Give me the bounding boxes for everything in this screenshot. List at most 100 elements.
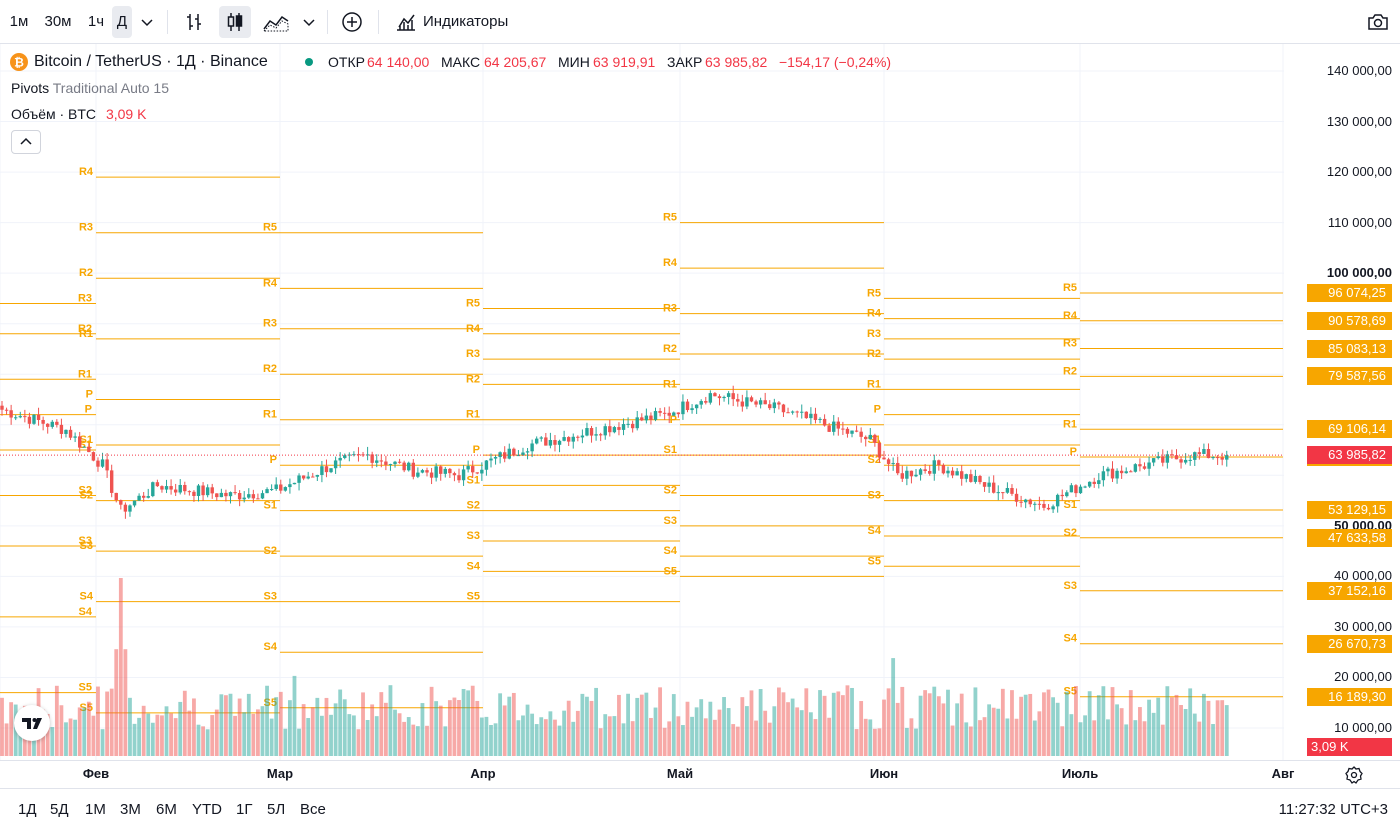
compare-add-button[interactable] — [336, 6, 368, 38]
candle-body — [781, 404, 786, 413]
area-chart-button[interactable] — [258, 6, 294, 38]
candle-body — [594, 434, 598, 436]
pivots-legend[interactable]: Pivots Traditional Auto 15 — [11, 78, 169, 98]
volume-bar — [946, 689, 950, 756]
candle-body — [672, 412, 676, 416]
candle-body — [580, 435, 585, 438]
interval-day-button[interactable]: Д — [112, 6, 132, 38]
candle-body — [918, 469, 923, 475]
candle-body — [55, 421, 59, 425]
range-3m-button[interactable]: 3М — [120, 801, 141, 818]
volume-bar — [991, 707, 996, 756]
volume-bar — [1165, 686, 1170, 756]
pivot-price-label-r5: 96 074,25 — [1307, 283, 1392, 302]
candle-body — [923, 469, 927, 472]
open-value: 64 140,00 — [367, 54, 430, 70]
chart-type-dropdown-button[interactable] — [297, 6, 321, 38]
pivot-label-s4: S4 — [80, 591, 94, 603]
interval-30m-button[interactable]: 30м — [44, 13, 72, 30]
volume-bar — [1170, 697, 1174, 756]
interval-1h-button[interactable]: 1ч — [87, 13, 105, 30]
indicators-button[interactable]: Индикаторы — [390, 6, 530, 38]
collapse-legend-button[interactable] — [11, 130, 41, 154]
volume-bar — [804, 688, 809, 756]
volume-legend[interactable]: Объём · BTC 3,09 K — [11, 104, 146, 124]
candle-body — [343, 455, 347, 458]
candle-body — [352, 454, 356, 456]
tradingview-logo[interactable] — [14, 705, 50, 741]
range-5d-button[interactable]: 5Д — [50, 801, 69, 818]
volume-bar — [447, 700, 452, 756]
volume-bar — [603, 714, 608, 756]
candle-body — [1037, 503, 1042, 505]
candle-body — [379, 460, 384, 462]
time-axis[interactable]: Фев Мар Апр Май Июн Июль Авг — [0, 760, 1400, 788]
close-label: ЗАКР — [667, 54, 703, 70]
volume-bar — [237, 698, 242, 756]
volume-bar — [260, 706, 265, 756]
candle-body — [416, 472, 420, 477]
snapshot-button[interactable] — [1362, 6, 1394, 38]
candle-body — [402, 462, 406, 471]
range-ytd-button[interactable]: YTD — [192, 801, 222, 818]
pivot-label-p: P — [85, 404, 92, 416]
candle-body — [215, 493, 219, 498]
volume-bar — [1192, 713, 1197, 756]
range-1d-button[interactable]: 1Д — [18, 801, 37, 818]
axis-settings-button[interactable] — [1344, 765, 1364, 790]
volume-bar — [1051, 697, 1055, 756]
candle-body — [425, 470, 429, 473]
symbol-title[interactable]: Bitcoin / TetherUS · 1Д · Binance — [34, 53, 268, 70]
volume-bar — [251, 713, 256, 756]
candle-body — [1161, 456, 1165, 463]
volume-bar — [269, 718, 274, 756]
pivot-label-s3: S3 — [79, 535, 92, 547]
bars-chart-button[interactable] — [178, 6, 210, 38]
volume-bar — [617, 694, 621, 756]
candle-body — [548, 440, 553, 446]
candle-body — [1083, 486, 1087, 488]
candle-body — [498, 452, 502, 458]
pivot-label-r5: R5 — [263, 222, 277, 234]
candle-body — [443, 468, 447, 474]
pivot-label-s4: S4 — [467, 560, 481, 572]
interval-1m-button[interactable]: 1м — [9, 13, 29, 30]
time-label-aug: Авг — [1271, 766, 1295, 781]
time-label-jun: Июн — [869, 766, 899, 781]
range-5y-button[interactable]: 5Л — [267, 801, 286, 818]
interval-dropdown-button[interactable] — [133, 6, 161, 38]
candle-body — [877, 442, 882, 458]
candle-body — [882, 457, 886, 460]
candle-body — [397, 461, 402, 463]
candles-chart-button[interactable] — [219, 6, 251, 38]
candle-body — [210, 487, 214, 494]
high-value: 64 205,67 — [484, 54, 547, 70]
candle-body — [388, 464, 393, 466]
pivot-label-r4: R4 — [663, 257, 678, 269]
volume-bar — [1142, 721, 1147, 756]
candle-body — [996, 492, 1000, 494]
volume-bar — [589, 700, 594, 756]
volume-bar — [630, 721, 635, 756]
volume-bar — [626, 693, 630, 756]
pivot-label-p: P — [874, 404, 881, 416]
volume-bar — [324, 697, 329, 756]
candle-body — [247, 494, 251, 498]
clock[interactable]: 11:27:32 UTC+3 — [1278, 801, 1388, 818]
price-chart[interactable]: R3R2R1PS1S2S3S4S5R4R3R2R1PS1S2S3S4S5R5R4… — [0, 44, 1284, 760]
volume-bar — [0, 697, 4, 756]
candle-body — [928, 471, 932, 474]
range-1y-button[interactable]: 1Г — [236, 801, 253, 818]
price-axis[interactable]: 140 000,00 130 000,00 120 000,00 110 000,00… — [1284, 44, 1400, 760]
range-1m-button[interactable]: 1М — [85, 801, 106, 818]
candle-body — [507, 448, 511, 459]
candle-body — [813, 413, 818, 420]
candle-body — [772, 402, 777, 409]
range-all-button[interactable]: Все — [300, 801, 326, 818]
volume-bar — [347, 714, 352, 756]
range-6m-button[interactable]: 6М — [156, 801, 177, 818]
volume-bar — [571, 721, 576, 756]
volume-bar — [489, 724, 493, 756]
volume-bar — [708, 701, 713, 756]
volume-bar — [909, 718, 914, 756]
